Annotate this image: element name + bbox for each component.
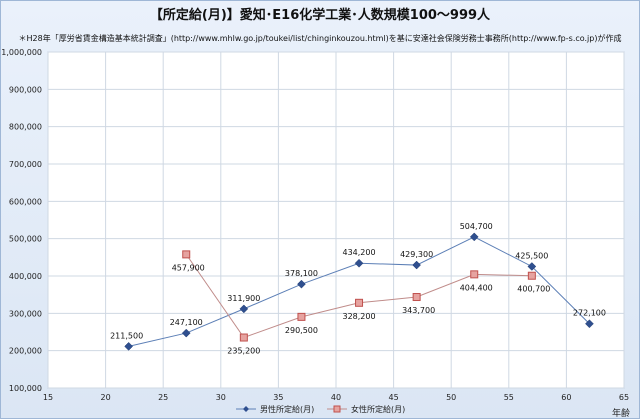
data-point xyxy=(239,304,249,314)
data-label: 429,300 xyxy=(400,250,433,259)
x-tick-label: 60 xyxy=(561,393,571,402)
legend-marker-male xyxy=(243,406,249,412)
data-label: 425,500 xyxy=(515,251,548,260)
data-point xyxy=(527,271,536,280)
data-point xyxy=(124,342,133,351)
x-tick-label: 40 xyxy=(331,393,341,402)
data-point xyxy=(412,260,421,270)
data-point xyxy=(470,270,479,279)
x-tick-label: 25 xyxy=(158,393,168,402)
x-tick-label: 20 xyxy=(101,393,111,402)
data-label: 400,700 xyxy=(517,285,550,294)
data-point xyxy=(182,250,191,259)
data-point xyxy=(239,333,248,342)
y-tick-label: 500,000 xyxy=(9,235,42,244)
y-tick-label: 900,000 xyxy=(9,85,42,94)
data-label: 434,200 xyxy=(342,248,375,257)
y-tick-label: 300,000 xyxy=(9,309,42,318)
data-point xyxy=(469,232,479,242)
x-tick-label: 50 xyxy=(446,393,456,402)
x-tick-label: 30 xyxy=(216,393,226,402)
data-point xyxy=(297,312,306,321)
data-label: 504,700 xyxy=(460,222,493,231)
y-tick-label: 200,000 xyxy=(9,347,42,356)
data-label: 457,900 xyxy=(172,263,205,272)
x-axis-label: 年齢 xyxy=(612,407,630,419)
data-label: 272,100 xyxy=(573,309,606,318)
data-point xyxy=(585,319,594,329)
legend-marker-female xyxy=(333,405,341,413)
y-tick-label: 100,000 xyxy=(9,384,42,393)
chart-title: 【所定給(月)】愛知･E16化学工業･人数規模100～999人 xyxy=(149,8,491,23)
y-tick-label: 800,000 xyxy=(9,123,42,132)
x-tick-label: 35 xyxy=(273,393,283,402)
data-point xyxy=(181,328,191,338)
data-label: 211,500 xyxy=(110,331,143,340)
data-point xyxy=(527,262,537,271)
data-label: 290,500 xyxy=(285,326,318,335)
data-label: 404,400 xyxy=(460,283,493,292)
y-tick-label: 400,000 xyxy=(9,272,42,281)
chart-subtitle: ＊H28年「厚労省賃金構造基本統計調査」(http://www.mhlw.go.… xyxy=(18,34,622,43)
data-point xyxy=(355,298,364,307)
data-label: 247,100 xyxy=(170,318,203,327)
x-tick-label: 45 xyxy=(389,393,399,402)
data-label: 343,700 xyxy=(402,306,435,315)
data-point xyxy=(354,258,364,268)
legend-label-female: 女性所定給(月) xyxy=(351,404,405,414)
x-tick-label: 55 xyxy=(504,393,514,402)
x-tick-label: 65 xyxy=(619,393,629,402)
data-point xyxy=(297,279,306,289)
data-point xyxy=(412,293,421,302)
legend-label-male: 男性所定給(月) xyxy=(260,404,314,414)
data-label: 328,200 xyxy=(342,312,375,321)
data-label: 311,900 xyxy=(227,294,260,303)
x-tick-label: 15 xyxy=(43,393,53,402)
y-tick-label: 600,000 xyxy=(9,197,42,206)
y-tick-label: 1,000,000 xyxy=(1,48,42,57)
y-tick-label: 700,000 xyxy=(9,160,42,169)
data-label: 235,200 xyxy=(227,347,260,356)
data-label: 378,100 xyxy=(285,269,318,278)
